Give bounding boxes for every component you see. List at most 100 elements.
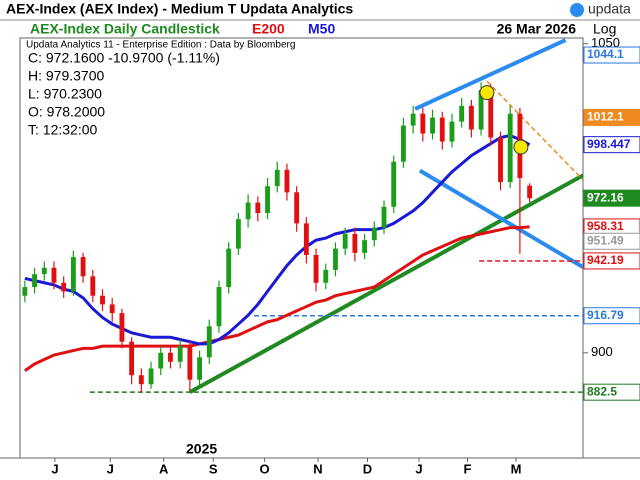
candle-body [274,169,280,187]
candle-body [177,346,183,362]
price-label-box [583,46,640,64]
price-label: 998.447 [587,137,631,151]
x-tick-label: A [159,461,169,476]
info-close: C: 972.1600 -10.9700 (-1.11%) [28,50,220,66]
candle-body [488,90,494,138]
chart-name: AEX-Index Daily Candlestick [30,21,220,37]
candle-body [80,257,86,277]
legend-e200: E200 [252,21,285,37]
candle-body [420,113,426,134]
candle-body [32,274,37,288]
price-label-box [583,307,640,325]
candle-body [129,341,135,376]
candle-body [216,287,222,327]
candle-body [468,105,474,130]
candle-body [430,117,435,134]
candle-body [527,185,533,199]
source: Updata Analytics 11 - Enterprise Edition… [26,40,295,51]
candle-body [265,186,270,213]
price-label: 951.49 [587,233,624,247]
trendline [414,38,567,111]
legend-m50: M50 [308,21,335,37]
y-tick-label: 900 [591,344,613,359]
price-label: 1044.1 [587,47,624,61]
candle-body [371,227,377,241]
candle-body [61,282,67,292]
x-tick-label: O [260,461,270,476]
candle-body [410,113,416,126]
logo-icon [570,3,584,17]
x-tick-label: D [363,461,372,476]
candle-body [303,223,309,255]
candle-body [226,248,232,288]
candle-body [498,137,503,183]
candle-body [333,248,338,270]
price-label-box [583,252,640,270]
candle-body [439,117,445,142]
price-label: 958.31 [587,219,624,233]
price-label: 942.19 [587,253,624,267]
trendline [418,168,583,269]
price-label: 882.5 [587,384,617,398]
candle-body [158,352,164,369]
candle-body [352,233,358,253]
logo[interactable]: updata [588,1,631,17]
candle-body [362,240,368,253]
x-tick-label: M [511,461,522,476]
candle-body [197,357,203,380]
price-label-box [583,108,640,126]
chart-date: 26 Mar 2026 [497,21,577,37]
price-label-box [583,232,640,250]
candle-body [323,269,329,283]
y-tick-label: 1050 [591,35,620,50]
candle-body [119,313,125,342]
candle-body [507,113,513,183]
info-open: O: 978.2000 [28,104,105,120]
x-tick-label: F [464,461,472,476]
candle-body [294,192,300,224]
candle-body [449,121,455,142]
candle-body [168,352,173,362]
scale-label: Log [593,21,616,37]
candle-body [90,276,96,296]
info-high: H: 979.3700 [28,68,104,84]
candle-body [245,202,251,220]
candle-body [206,326,212,358]
signal-marker [479,85,495,101]
year-label: 2025 [186,441,217,457]
price-label: 916.79 [587,308,624,322]
moving-average [23,225,530,372]
x-tick-label: J [107,461,114,476]
candle-body [478,90,484,130]
candle-body [109,304,115,314]
x-tick-label: S [209,461,218,476]
candle-body [313,254,319,283]
candle-body [255,202,261,213]
price-label-box [583,136,640,154]
price-label-box [583,189,640,207]
moving-average [24,133,531,346]
plot-area [22,38,583,394]
candle-body [187,346,193,380]
candle-body [459,105,465,122]
info-low: L: 970.2300 [28,86,102,102]
candle-body [70,257,76,292]
candle-body [235,219,241,249]
trendline [188,173,583,394]
trendline [486,80,583,181]
candle-body [22,287,28,296]
candle-body [391,161,397,207]
candle-body [148,368,154,385]
candle-body [342,233,348,249]
candle-body [400,125,406,162]
signal-marker [513,139,529,155]
info-time: T: 12:32:00 [28,122,97,138]
candle-body [284,169,290,193]
window-title: AEX-Index (AEX Index) - Medium T Updata … [6,1,353,17]
candle-body [41,267,47,275]
x-tick-label: N [313,461,322,476]
price-label-box [583,383,640,401]
x-tick-label: J [415,461,422,476]
candle-body [51,267,57,283]
